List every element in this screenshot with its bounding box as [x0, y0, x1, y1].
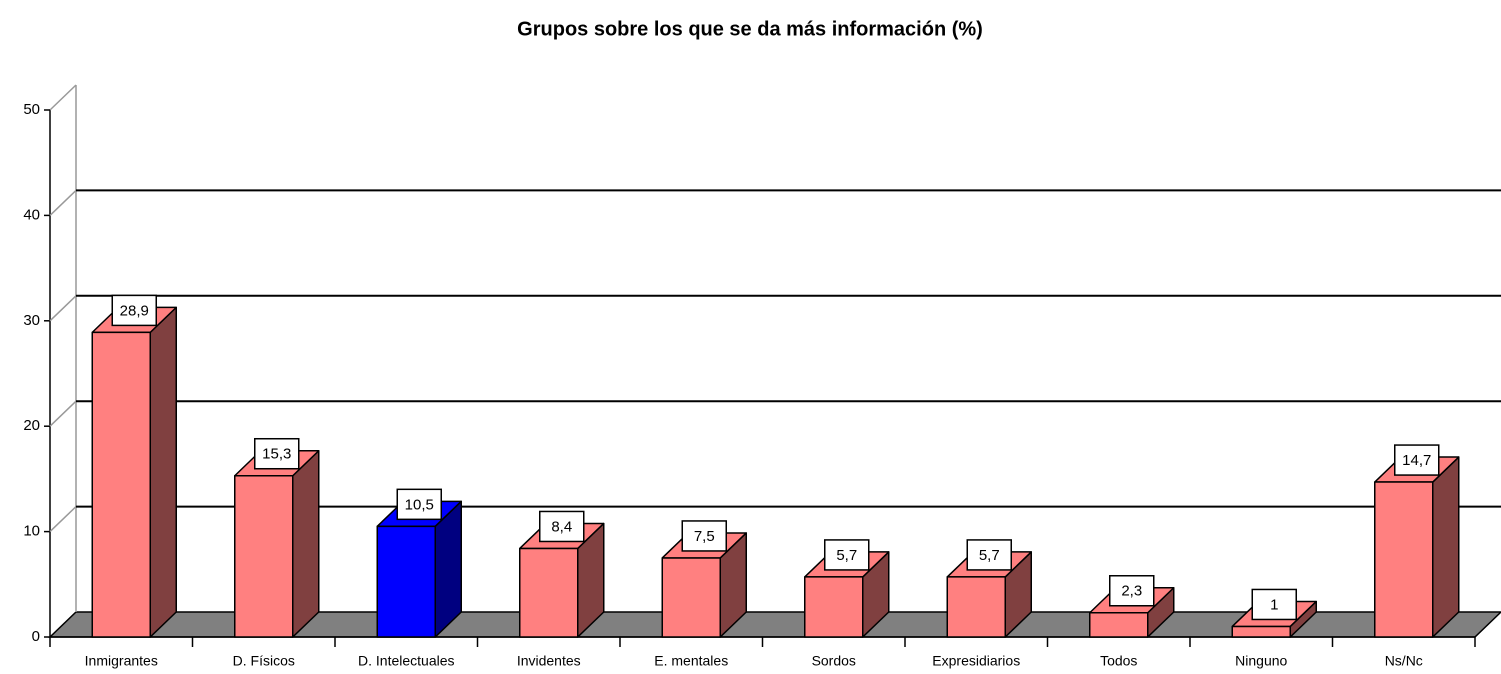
value-label: 10,5: [405, 496, 434, 513]
chart-title: Grupos sobre los que se da más informaci…: [517, 18, 983, 40]
value-label: 14,7: [1402, 452, 1431, 469]
y-tick-label: 40: [23, 206, 40, 223]
bar: [946, 576, 1006, 638]
bar: [234, 474, 294, 638]
x-tick-label: D. Intelectuales: [358, 653, 455, 669]
bar: [1374, 481, 1434, 638]
value-label-box: [396, 488, 442, 521]
bar: [804, 576, 864, 638]
value-label: 7,5: [694, 528, 715, 545]
grid-line: [49, 400, 77, 427]
value-label-box: [539, 510, 585, 543]
x-tick-label: Todos: [1100, 653, 1137, 669]
y-tick-label: 20: [23, 417, 40, 434]
value-label: 5,7: [979, 547, 1000, 564]
grid-line: [49, 295, 77, 322]
value-label-box: [681, 520, 727, 552]
value-label-box: [966, 539, 1012, 571]
x-tick-label: D. Físicos: [233, 653, 295, 669]
bar: [519, 547, 579, 638]
bar-side: [292, 449, 320, 638]
y-tick-label: 10: [23, 523, 40, 540]
value-label-box: [1109, 575, 1155, 607]
grid-line: [49, 506, 77, 533]
value-label-box: [254, 437, 300, 470]
x-tick-label: Inmigrantes: [85, 653, 158, 669]
value-label-box: [824, 539, 870, 571]
x-tick-label: E. mentales: [654, 653, 728, 669]
x-tick-label: Ns/Nc: [1385, 653, 1423, 669]
value-label: 15,3: [262, 446, 291, 463]
y-tick-label: 0: [32, 628, 40, 645]
grid-line: [49, 189, 77, 216]
value-label: 2,3: [1121, 583, 1142, 600]
y-tick-label: 30: [23, 312, 40, 329]
bar: [376, 525, 436, 638]
bar-side: [149, 306, 177, 638]
bar: [91, 331, 151, 638]
x-tick-label: Invidentes: [517, 653, 581, 669]
bar-side: [1432, 456, 1460, 638]
value-label: 8,4: [551, 518, 572, 535]
y-tick-label: 50: [23, 101, 40, 118]
x-tick-label: Expresidiarios: [932, 653, 1020, 669]
bar: [1231, 625, 1291, 638]
wall-edge: [49, 84, 77, 111]
value-label-box: [111, 294, 157, 327]
x-tick-label: Sordos: [812, 653, 856, 669]
bar: [1089, 612, 1149, 638]
value-label-box: [1251, 588, 1297, 621]
value-label: 28,9: [120, 302, 149, 319]
value-label: 5,7: [836, 547, 857, 564]
bar: [661, 557, 721, 638]
value-label: 1: [1270, 596, 1278, 613]
value-label-box: [1394, 444, 1440, 476]
x-tick-label: Ninguno: [1235, 653, 1287, 669]
